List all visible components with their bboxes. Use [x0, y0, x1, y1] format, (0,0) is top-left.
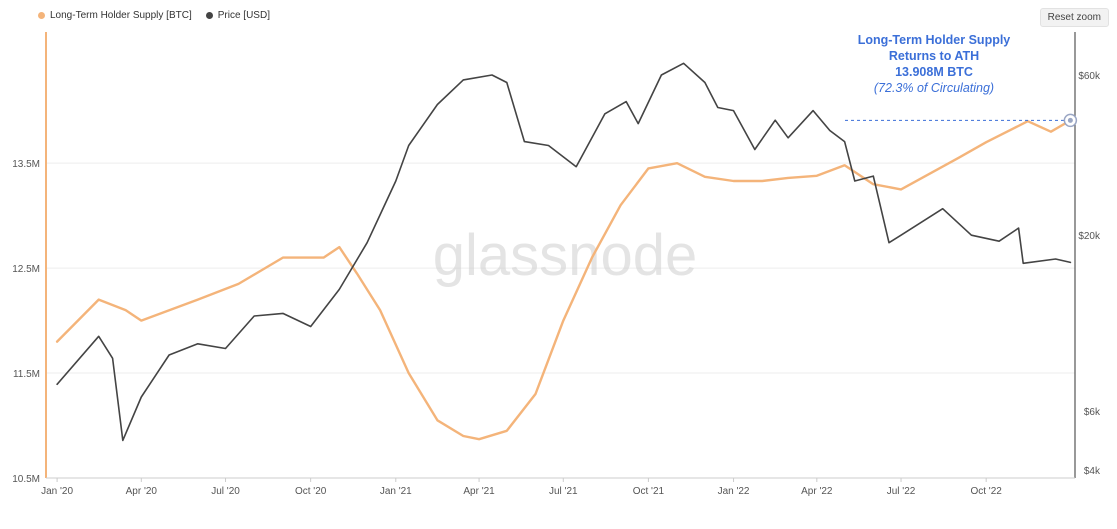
axes	[45, 32, 1076, 482]
tick-label-left-3: 10.5M	[12, 474, 40, 485]
tick-label-left-2: 11.5M	[13, 369, 40, 380]
tick-label-x-9: Apr '22	[801, 486, 833, 497]
tick-label-x-5: Apr '21	[463, 486, 495, 497]
legend-label-lth-supply: Long-Term Holder Supply [BTC]	[50, 10, 192, 21]
tick-label-left-1: 12.5M	[12, 264, 40, 275]
legend-marker-price	[205, 12, 213, 19]
tick-label-x-6: Jul '21	[549, 486, 578, 497]
annotation-marker	[845, 113, 1078, 128]
watermark-glassnode: glassnode	[433, 223, 697, 288]
tick-label-left-0: 13.5M	[12, 159, 40, 170]
tick-label-x-7: Oct '21	[633, 486, 665, 497]
legend-item-lth-supply[interactable]: Long-Term Holder Supply [BTC]	[38, 10, 192, 21]
tick-label-x-8: Jan '22	[718, 486, 750, 497]
reset-zoom-button[interactable]: Reset zoom	[1039, 8, 1109, 27]
series-line-price	[56, 62, 1072, 442]
tick-label-x-0: Jan '20	[41, 486, 73, 497]
annotation-box: Long-Term Holder Supply Returns to ATH 1…	[820, 32, 1048, 96]
annotation-marker-dot	[1067, 117, 1073, 123]
annotation-line-1: Long-Term Holder Supply	[857, 33, 1011, 47]
tick-label-x-2: Jul '20	[211, 486, 240, 497]
chart-legend: Long-Term Holder Supply [BTC] Price [USD…	[38, 10, 270, 21]
legend-item-price[interactable]: Price [USD]	[205, 10, 270, 21]
annotation-line-2: Returns to ATH	[888, 49, 980, 63]
tick-label-right-1: $20k	[1078, 231, 1101, 242]
legend-marker-lth-supply	[38, 12, 45, 19]
tick-label-right-2: $6k	[1084, 407, 1101, 418]
tick-label-x-10: Jul '22	[887, 486, 916, 497]
annotation-line-3: 13.908M BTC	[895, 65, 973, 79]
tick-label-x-3: Oct '20	[295, 486, 327, 497]
tick-labels: 13.5M 12.5M 11.5M 10.5M $60k $20k $6k $4k Jan '2…	[12, 71, 1101, 497]
tick-label-right-3: $4k	[1084, 466, 1101, 477]
tick-label-right-0: $60k	[1078, 71, 1101, 82]
tick-label-x-4: Jan '21	[380, 486, 412, 497]
annotation-line-4: (72.3% of Circulating)	[873, 81, 995, 95]
tick-label-x-11: Oct '22	[970, 486, 1002, 497]
series-lines	[55, 62, 1072, 442]
series-line-lth-supply	[55, 119, 1072, 441]
legend-label-price: Price [USD]	[217, 10, 270, 21]
tick-label-x-1: Apr '20	[126, 486, 158, 497]
grid-lines	[46, 162, 1075, 479]
